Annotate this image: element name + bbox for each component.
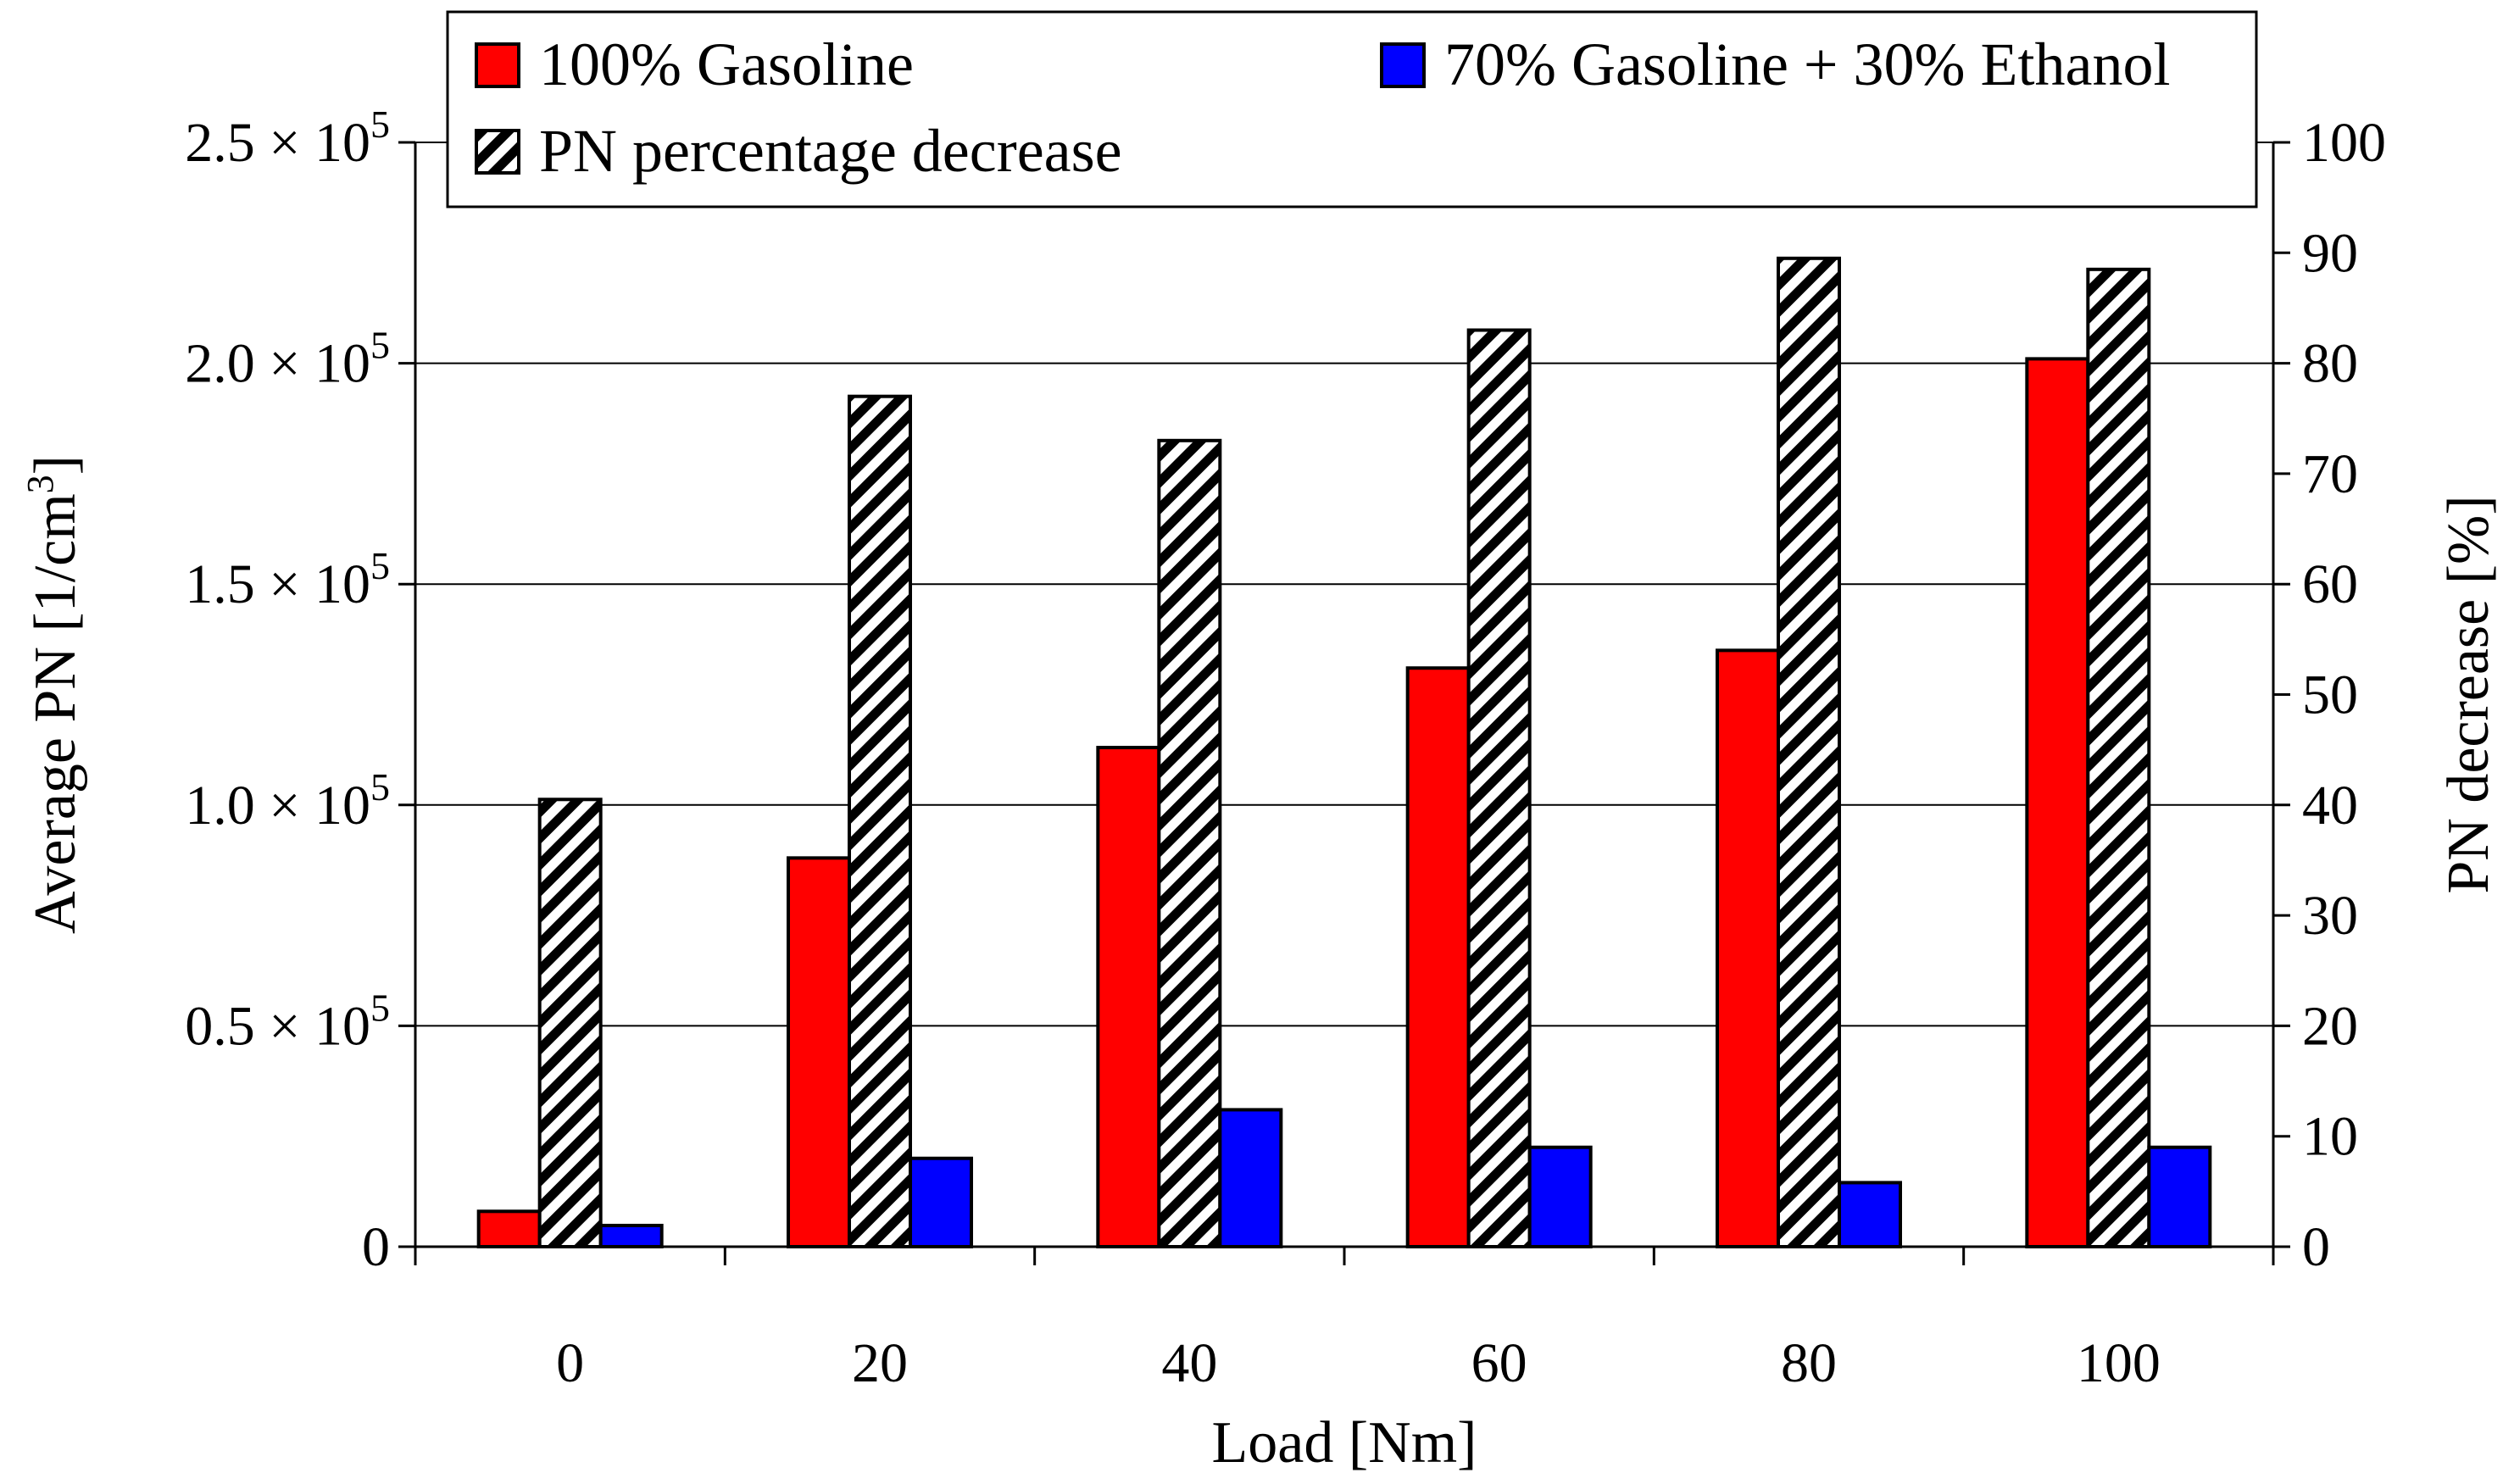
- x-tick-label: 60: [1471, 1332, 1527, 1394]
- y-left-tick-label: 2.0 × 105: [185, 324, 390, 395]
- x-tick-label: 80: [1781, 1332, 1837, 1394]
- bar-100-gasoline-60: [1405, 666, 1471, 1248]
- legend-item: 100% Gasoline: [475, 31, 914, 98]
- y-right-tick-label: 0: [2302, 1216, 2330, 1278]
- bar-70-gasoline-30-ethanol-60: [1527, 1145, 1593, 1248]
- y-right-tick-label: 80: [2302, 333, 2358, 395]
- legend-item: PN percentage decrease: [475, 117, 1122, 185]
- y-right-tick-label: 20: [2302, 995, 2358, 1057]
- bar-pn-percentage-decrease-40: [1157, 438, 1222, 1248]
- x-tick-label: 40: [1161, 1332, 1217, 1394]
- x-tick-label: 100: [2077, 1332, 2161, 1394]
- legend-swatch: [475, 42, 520, 88]
- bar-pn-percentage-decrease-80: [1777, 256, 1841, 1249]
- y-right-tick-label: 100: [2302, 112, 2386, 174]
- y-left-tick-label: 1.5 × 105: [185, 544, 390, 615]
- legend: 100% Gasoline 70% Gasoline + 30% Ethanol P…: [446, 10, 2258, 208]
- bar-100-gasoline-100: [2025, 357, 2090, 1249]
- bar-100-gasoline-0: [476, 1209, 542, 1248]
- y-axis-left-title: Average PN [1/cm3]: [19, 455, 88, 934]
- x-axis-tick-labels: 0 20 40 60 80 100: [556, 1332, 2161, 1394]
- axes: [398, 141, 2290, 1265]
- bar-70-gasoline-30-ethanol-40: [1218, 1108, 1283, 1248]
- y-right-tick-label: 10: [2302, 1106, 2358, 1168]
- legend-label: PN percentage decrease: [539, 117, 1122, 185]
- bar-100-gasoline-20: [787, 856, 851, 1248]
- y-right-tick-label: 90: [2302, 222, 2358, 284]
- legend-box: [446, 10, 2258, 208]
- gridlines: [415, 142, 2273, 1027]
- legend-label: 70% Gasoline + 30% Ethanol: [1444, 31, 2170, 98]
- legend-swatch: [475, 129, 520, 175]
- bar-pn-percentage-decrease-100: [2086, 267, 2151, 1249]
- right-axis-tick-labels: 0 10 20 30 40 50 60 70 80 90 100: [2302, 112, 2386, 1278]
- y-right-tick-label: 60: [2302, 553, 2358, 615]
- legend-swatch: [1380, 42, 1426, 88]
- bar-100-gasoline-40: [1096, 746, 1161, 1248]
- bar-70-gasoline-30-ethanol-80: [1838, 1181, 1902, 1249]
- y-axis-right-title: PN decrease [%]: [2436, 495, 2501, 893]
- y-left-tick-label: 2.5 × 105: [185, 103, 390, 174]
- bar-70-gasoline-30-ethanol-100: [2147, 1145, 2212, 1248]
- bars: [476, 256, 2212, 1249]
- y-right-tick-label: 50: [2302, 664, 2358, 726]
- y-right-tick-label: 30: [2302, 885, 2358, 947]
- bar-pn-percentage-decrease-20: [848, 394, 912, 1248]
- left-axis-tick-labels: 0 0.5 × 105 1.0 × 105 1.5 × 105 2.0 × 105 2.5…: [185, 103, 390, 1278]
- x-tick-label: 20: [852, 1332, 908, 1394]
- x-tick-label: 0: [556, 1332, 584, 1394]
- x-axis-title: Load [Nm]: [1212, 1410, 1477, 1476]
- bar-70-gasoline-30-ethanol-20: [909, 1156, 973, 1249]
- bar-70-gasoline-30-ethanol-0: [598, 1223, 664, 1249]
- y-left-tick-label: 0: [362, 1216, 390, 1278]
- y-left-tick-label: 1.0 × 105: [185, 765, 390, 836]
- y-left-tick-label: 0.5 × 105: [185, 986, 390, 1057]
- y-right-tick-label: 70: [2302, 443, 2358, 505]
- bar-100-gasoline-80: [1716, 648, 1780, 1248]
- bar-pn-percentage-decrease-0: [537, 798, 603, 1248]
- y-right-tick-label: 40: [2302, 775, 2358, 836]
- legend-item: 70% Gasoline + 30% Ethanol: [1380, 31, 2170, 98]
- bar-pn-percentage-decrease-60: [1466, 328, 1532, 1248]
- legend-label: 100% Gasoline: [539, 31, 914, 98]
